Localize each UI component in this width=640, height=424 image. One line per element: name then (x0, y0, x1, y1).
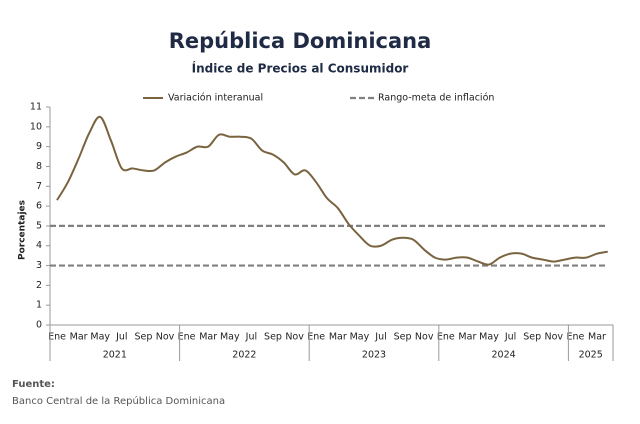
x-tick-label: Ene (48, 332, 66, 343)
x-tick-label: May (90, 332, 110, 343)
x-tick-label: Mar (199, 332, 217, 343)
y-tick-label: 1 (36, 300, 42, 311)
year-label: 2024 (492, 350, 516, 361)
x-tick-label: Sep (264, 332, 282, 343)
legend-label: Rango-meta de inflación (378, 93, 494, 104)
y-tick-label: 11 (30, 102, 42, 113)
year-label: 2025 (579, 350, 603, 361)
x-tick-label: Mar (329, 332, 347, 343)
x-tick-label: May (220, 332, 240, 343)
year-label: 2021 (103, 350, 127, 361)
x-tick-label: May (479, 332, 499, 343)
x-tick-label: Mar (70, 332, 88, 343)
y-tick-label: 0 (36, 320, 42, 331)
chart-title: República Dominicana (169, 29, 432, 53)
y-tick-label: 8 (36, 161, 42, 172)
x-tick-label: Nov (415, 332, 434, 343)
x-tick-label: Mar (588, 332, 606, 343)
y-tick-label: 6 (36, 201, 42, 212)
y-tick-label: 10 (30, 121, 42, 132)
chart-subtitle: Índice de Precios al Consumidor (192, 61, 409, 76)
series-line (56, 115, 608, 266)
x-tick-label: Jul (245, 332, 257, 343)
x-tick-label: Ene (437, 332, 455, 343)
source: Banco Central de la República Dominicana (12, 395, 225, 407)
x-tick-label: Ene (566, 332, 584, 343)
x-tick-label: Jul (115, 332, 127, 343)
y-axis-label: Porcentajes (18, 200, 28, 260)
y-tick-label: 4 (36, 240, 42, 251)
year-label: 2023 (362, 350, 386, 361)
legend-label: Variación interanual (168, 93, 263, 104)
x-tick-label: Ene (307, 332, 325, 343)
y-tick-label: 3 (36, 260, 42, 271)
x-tick-label: Sep (394, 332, 412, 343)
x-tick-label: May (350, 332, 370, 343)
y-tick-label: 2 (36, 280, 42, 291)
x-tick-label: Ene (178, 332, 196, 343)
y-tick-label: 7 (36, 181, 42, 192)
x-tick-label: Jul (374, 332, 386, 343)
year-label: 2022 (232, 350, 256, 361)
x-tick-label: Mar (458, 332, 476, 343)
x-tick-label: Sep (523, 332, 541, 343)
x-tick-label: Nov (545, 332, 564, 343)
source-label: Fuente: (12, 379, 55, 390)
x-tick-label: Nov (285, 332, 304, 343)
x-tick-label: Nov (156, 332, 175, 343)
y-tick-label: 9 (36, 141, 42, 152)
x-tick-label: Sep (134, 332, 152, 343)
y-tick-label: 5 (36, 220, 42, 231)
x-tick-label: Jul (504, 332, 516, 343)
